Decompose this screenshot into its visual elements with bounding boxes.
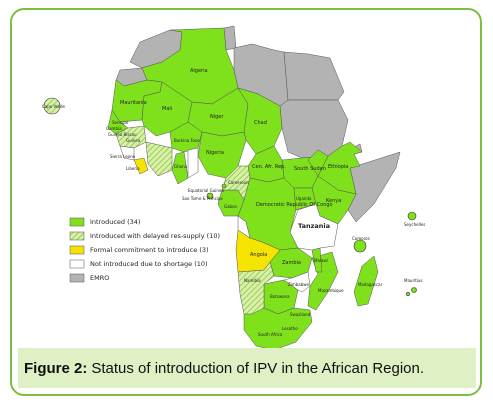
country-cameroon <box>221 165 251 201</box>
label-botswana: Botswana <box>270 294 290 299</box>
label-seychelles: Seychelles <box>404 222 425 227</box>
label-gabon: Gabon <box>224 204 238 209</box>
label-south-sudan: South Sudan <box>294 166 326 172</box>
country-ghana <box>171 151 189 185</box>
label-equatorial-guinea: Equatorial Guinea <box>188 188 224 193</box>
island-reunion <box>405 291 411 297</box>
country-ethiopia-patch <box>307 149 329 177</box>
caption-label: Figure 2: <box>24 359 88 377</box>
label-car: Cen. Afr. Rep. <box>252 164 286 170</box>
caption-text: Status of introduction of IPV in the Afr… <box>91 359 425 377</box>
legend-label-emro: EMRO <box>90 274 109 282</box>
label-liberia: Liberia <box>126 166 140 171</box>
island-equatorial-guinea <box>221 183 227 189</box>
country-egypt <box>283 51 345 101</box>
island-comoros <box>353 239 367 253</box>
not-introduced-countries <box>119 145 339 293</box>
label-mauritania: Mauritania <box>120 100 147 106</box>
country-congo <box>237 215 251 239</box>
label-zambia: Zambia <box>282 260 301 266</box>
delayed-countries <box>115 125 275 315</box>
label-nigeria: Nigeria <box>206 150 224 156</box>
emro-region <box>115 25 401 223</box>
label-madagascar: Madagascar <box>358 282 383 287</box>
country-angola <box>235 229 281 273</box>
label-sao-tome: Sao Tome & Principe <box>182 196 223 201</box>
legend: Introduced (34) Introduced with delayed … <box>69 217 220 283</box>
legend-swatch-introduced <box>69 217 85 227</box>
label-burkina-faso: Burkina Faso <box>174 138 200 143</box>
figure-caption: Figure 2: Status of introduction of IPV … <box>18 348 476 388</box>
legend-label-introduced: Introduced (34) <box>90 218 140 226</box>
label-drc: Democratic Republic Of Congo <box>256 202 333 208</box>
country-liberia <box>133 157 149 175</box>
country-south-africa <box>243 307 313 351</box>
label-guinea-bissau: Guinea Bissau <box>108 132 137 137</box>
country-togo-benin <box>187 147 199 179</box>
africa-map: Algeria Mauritania Mali Niger Chad Niger… <box>42 25 425 351</box>
label-zimbabwe: Zimbabwe <box>288 282 310 287</box>
country-uganda <box>293 187 317 211</box>
legend-label-commitment: Formal commitment to introduce (3) <box>90 246 209 254</box>
legend-swatch-delayed <box>69 231 85 241</box>
island-sao-tome <box>206 192 214 200</box>
label-cape-verde: Cape Verde <box>42 104 66 109</box>
label-south-africa: South Africa <box>258 332 283 337</box>
label-cameroon: Cameroon <box>228 180 249 185</box>
label-ghana: Ghana <box>174 164 188 169</box>
legend-swatch-commitment <box>69 245 85 255</box>
legend-swatch-emro <box>69 273 85 283</box>
label-gambia: Gambia <box>106 126 122 131</box>
label-angola: Angola <box>250 252 267 258</box>
label-niger: Niger <box>210 114 224 120</box>
island-mauritius <box>411 287 417 293</box>
legend-label-delayed: Introduced with delayed res-supply (10) <box>90 232 220 240</box>
label-kenya: Kenya <box>326 198 341 204</box>
island-seychelles <box>407 211 417 221</box>
island-cape-verde <box>43 97 61 115</box>
label-mozambique: Mozambique <box>318 288 344 293</box>
islands <box>43 97 417 297</box>
label-swaziland: Swaziland <box>290 312 311 317</box>
legend-swatch-not-introduced <box>69 259 85 269</box>
introduced-countries <box>107 27 379 351</box>
label-mali: Mali <box>162 106 172 112</box>
label-namibia: Namibia <box>244 278 261 283</box>
figure-frame: Algeria Mauritania Mali Niger Chad Niger… <box>10 8 482 396</box>
country-sierra-leone <box>119 145 135 161</box>
country-zimbabwe <box>283 271 311 293</box>
commitment-countries <box>133 157 281 273</box>
label-algeria: Algeria <box>190 68 208 74</box>
label-uganda: Uganda <box>296 196 312 201</box>
label-malawi: Malawi <box>314 258 328 263</box>
label-tanzania: Tanzania <box>298 222 330 230</box>
label-sierra-leone: Sierra Leone <box>110 154 136 159</box>
country-tanzania <box>289 203 339 251</box>
label-chad: Chad <box>254 120 267 126</box>
label-mauritius: Mauritius <box>404 278 423 283</box>
country-cote-divoire <box>145 141 173 177</box>
label-senegal: Senegal <box>112 120 128 125</box>
label-guinea: Guinea <box>126 138 141 143</box>
legend-label-not-introduced: Not introduced due to shortage (10) <box>90 260 208 268</box>
label-comoros: Comoros <box>352 236 370 241</box>
country-labels: Algeria Mauritania Mali Niger Chad Niger… <box>42 68 425 337</box>
label-lesotho: Lesotho <box>282 326 298 331</box>
label-ethiopia: Ethiopia <box>328 164 348 170</box>
country-madagascar <box>353 255 379 307</box>
